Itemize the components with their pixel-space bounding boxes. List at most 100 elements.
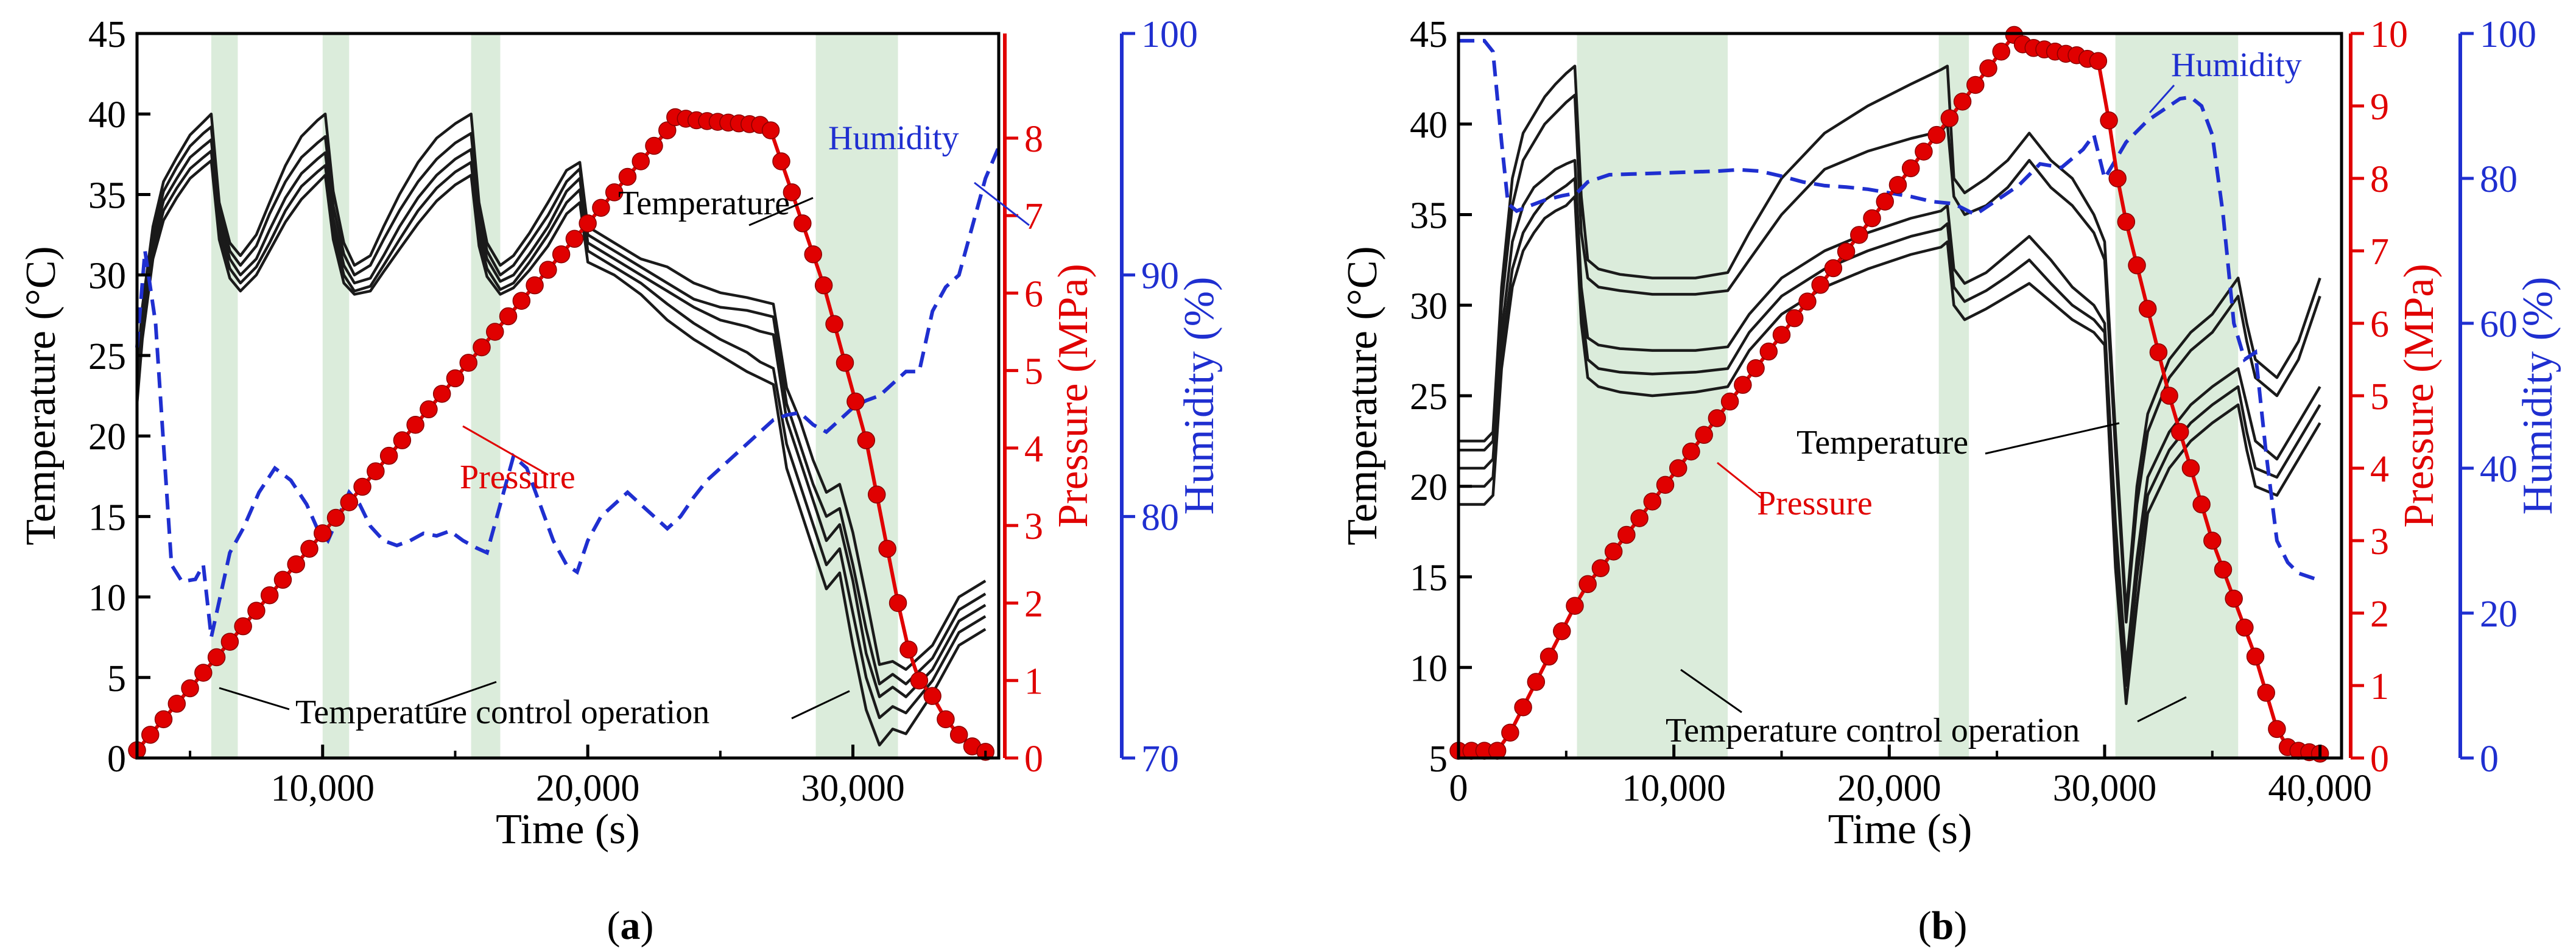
humidity-line-b bbox=[1459, 38, 2321, 583]
annotation-pressure-b: Pressure bbox=[1757, 485, 1873, 522]
pressure-point-a-52 bbox=[783, 183, 801, 202]
pressure-point-b-7 bbox=[1540, 647, 1558, 666]
pressure-point-b-12 bbox=[1604, 542, 1623, 561]
pressure-tick-label-a-2: 2 bbox=[1024, 583, 1043, 625]
pressure-point-b-63 bbox=[2214, 560, 2233, 579]
pressure-tick-label-b-2: 2 bbox=[2370, 594, 2389, 635]
pressure-point-b-30 bbox=[1837, 242, 1856, 261]
plot-frame-a bbox=[135, 32, 1001, 760]
x-tick-label-b-0: 0 bbox=[1449, 768, 1468, 809]
humidity-tick-label-b-3: 60 bbox=[2480, 304, 2518, 345]
temp-tick-label-b-0: 5 bbox=[1429, 739, 1448, 780]
pressure-point-a-14 bbox=[314, 524, 332, 542]
humidity-tick-label-b-5: 100 bbox=[2480, 14, 2536, 55]
humidity-tick-label-a-0: 70 bbox=[1141, 739, 1179, 780]
pressure-point-a-17 bbox=[353, 477, 371, 496]
pressure-point-b-28 bbox=[1811, 276, 1829, 294]
pressure-point-a-58 bbox=[846, 392, 865, 411]
pressure-point-b-23 bbox=[1747, 359, 1765, 377]
pressure-tick-label-a-8: 8 bbox=[1024, 119, 1043, 160]
temp-tick-label-a-2: 10 bbox=[88, 578, 126, 619]
pressure-tick-label-b-8: 8 bbox=[2370, 159, 2389, 200]
pressure-point-b-34 bbox=[1888, 175, 1907, 194]
pressure-point-b-62 bbox=[2203, 532, 2222, 550]
pressure-point-a-28 bbox=[499, 307, 518, 326]
pressure-point-a-61 bbox=[878, 539, 896, 558]
annotation-temperature-a: Temperature bbox=[618, 184, 790, 222]
pressure-point-b-35 bbox=[1901, 159, 1920, 178]
annotation-control-a: Temperature control operation bbox=[295, 693, 709, 731]
pressure-point-b-20 bbox=[1708, 409, 1726, 427]
pressure-point-a-27 bbox=[486, 323, 504, 341]
humidity-tick-label-b-1: 20 bbox=[2480, 594, 2518, 635]
shaded-bands-a bbox=[211, 33, 898, 758]
temp-tick-label-b-4: 25 bbox=[1410, 376, 1448, 418]
temperature-series-b-T4 bbox=[1459, 177, 2321, 687]
temp-tick-label-b-2: 15 bbox=[1410, 558, 1448, 599]
pressure-tick-label-b-5: 5 bbox=[2370, 376, 2389, 418]
pressure-point-a-33 bbox=[565, 230, 584, 248]
pressure-point-b-10 bbox=[1578, 575, 1597, 594]
pressure-tick-label-a-6: 6 bbox=[1024, 273, 1043, 315]
pressure-tick-label-a-1: 1 bbox=[1024, 661, 1043, 703]
pressure-point-a-40 bbox=[658, 121, 677, 139]
caption-b: (b) bbox=[1918, 904, 1968, 948]
temp-tick-label-b-6: 35 bbox=[1410, 195, 1448, 237]
temp-tick-label-a-3: 15 bbox=[88, 497, 126, 538]
pressure-point-a-26 bbox=[473, 338, 491, 357]
control-band-a-2 bbox=[471, 33, 501, 758]
axes-a: 10,000 20,000 30,0000510152025303540450123… bbox=[88, 14, 1198, 809]
temperature-series-a-T3 bbox=[135, 138, 987, 698]
shaded-bands-b bbox=[1577, 33, 2239, 758]
x-tick-label-b-4: 40,000 bbox=[2268, 768, 2372, 809]
pressure-point-a-21 bbox=[406, 415, 424, 434]
humidity-tick-label-b-2: 40 bbox=[2480, 449, 2518, 490]
pressure-point-b-26 bbox=[1785, 309, 1804, 328]
pressure-tick-label-b-7: 7 bbox=[2370, 231, 2389, 273]
temp-tick-label-b-8: 45 bbox=[1410, 14, 1448, 55]
annotations-a: Temperature Pressure Humidity Temperatur… bbox=[219, 119, 1030, 731]
pressure-tick-label-b-6: 6 bbox=[2370, 304, 2389, 345]
pressure-point-a-12 bbox=[287, 555, 305, 574]
pressure-point-b-15 bbox=[1643, 492, 1662, 511]
pressure-point-b-19 bbox=[1695, 426, 1713, 444]
x-tick-label-b-3: 30,000 bbox=[2053, 768, 2157, 809]
pressure-point-b-67 bbox=[2257, 684, 2275, 702]
pressure-point-a-50 bbox=[761, 121, 780, 139]
annotation-leader-b bbox=[1717, 461, 1764, 500]
annotation-humidity-a: Humidity bbox=[828, 119, 959, 157]
pressure-point-a-18 bbox=[367, 462, 385, 480]
pressure-tick-label-b-0: 0 bbox=[2370, 739, 2389, 780]
pressure-point-b-21 bbox=[1720, 392, 1739, 411]
pressure-point-a-32 bbox=[552, 245, 571, 264]
temp-tick-label-a-1: 5 bbox=[107, 658, 126, 700]
pressure-point-b-31 bbox=[1850, 226, 1868, 244]
annotation-pressure-a: Pressure bbox=[460, 458, 575, 496]
temp-tick-label-a-0: 0 bbox=[107, 739, 126, 780]
pressure-line-a bbox=[128, 108, 994, 761]
pressure-point-a-4 bbox=[181, 679, 199, 698]
humidity-series-a bbox=[135, 146, 1001, 638]
pressure-tick-label-b-9: 9 bbox=[2370, 86, 2389, 128]
pressure-point-b-42 bbox=[1992, 43, 2010, 61]
temperature-series-a-T2 bbox=[135, 125, 987, 686]
panel-a: 10,000 20,000 30,0000510152025303540450123… bbox=[18, 14, 1223, 948]
humidity-tick-label-a-1: 80 bbox=[1141, 497, 1179, 538]
y-axis-label-temperature-a: Temperature (°C) bbox=[18, 246, 65, 545]
pressure-point-a-55 bbox=[814, 276, 833, 295]
x-axis-label-a: Time (s) bbox=[496, 806, 640, 853]
pressure-point-a-11 bbox=[273, 570, 292, 589]
pressure-point-a-7 bbox=[220, 633, 239, 651]
pressure-point-b-37 bbox=[1927, 125, 1946, 144]
pressure-point-a-30 bbox=[526, 276, 544, 295]
axis-labels-a: Time (s) Temperature (°C) Pressure (MPa)… bbox=[18, 246, 1223, 853]
pressure-point-a-5 bbox=[194, 664, 213, 682]
temp-tick-label-b-3: 20 bbox=[1410, 467, 1448, 508]
humidity-series-b bbox=[1459, 38, 2321, 583]
pressure-point-b-4 bbox=[1501, 723, 1519, 742]
panel-b: 0 10,000 20,000 30,000 40,000510152025303540… bbox=[1339, 14, 2561, 948]
humidity-tick-label-a-2: 90 bbox=[1141, 256, 1179, 297]
pressure-point-b-41 bbox=[1979, 59, 1997, 77]
y-axis-label-temperature-b: Temperature (°C) bbox=[1339, 246, 1386, 545]
temperature-series-a-T4 bbox=[135, 149, 987, 720]
